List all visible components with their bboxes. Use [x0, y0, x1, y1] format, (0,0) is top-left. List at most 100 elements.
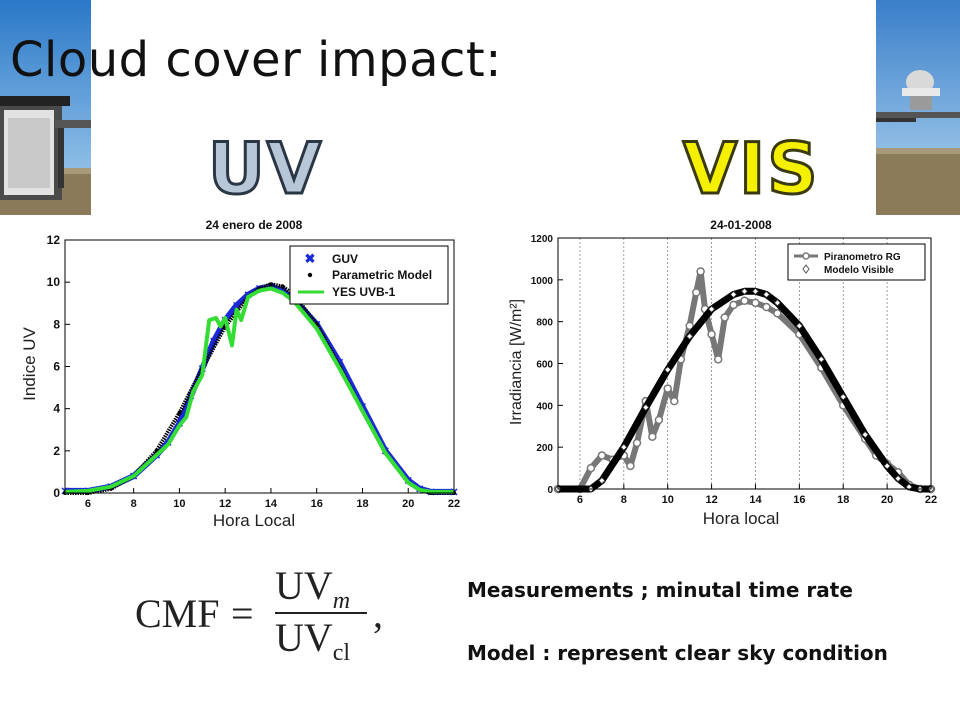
legend: ✖ GUV Parametric Model YES UVB-1 [289, 245, 449, 305]
data-point [177, 410, 182, 415]
x-tick-label: 12 [219, 498, 231, 510]
data-point [905, 483, 913, 491]
data-point [586, 463, 596, 473]
x-tick-label: 6 [85, 498, 91, 510]
x-tick-label: 22 [925, 494, 937, 506]
data-point [720, 313, 730, 322]
x-tick-label: 10 [662, 494, 674, 506]
x-tick-label: 10 [173, 498, 185, 510]
y-tick-label: 8 [53, 317, 60, 331]
legend-label-guv: GUV [332, 252, 358, 266]
y-tick-label: 800 [536, 318, 553, 329]
y-axis-label: Irradiancia [W/m²] [508, 299, 525, 425]
y-tick-label: 12 [47, 233, 61, 247]
plot-area [557, 237, 932, 490]
vis-label: VIS [682, 127, 820, 212]
legend-mark-model [307, 272, 313, 278]
x-tick-label: 8 [131, 498, 137, 510]
data-point [773, 299, 781, 307]
data-point [751, 287, 760, 295]
data-point [883, 462, 891, 470]
data-point [691, 288, 701, 297]
y-tick-label: 600 [536, 360, 553, 371]
data-point [713, 355, 723, 364]
series-line [65, 283, 454, 495]
data-point [632, 438, 642, 448]
series-guv [61, 282, 458, 496]
legend-mark-guv: ✖ [305, 251, 316, 266]
data-point [686, 332, 694, 340]
data-point [795, 322, 803, 330]
data-point [751, 298, 760, 308]
series-piranometro-rg [553, 267, 936, 494]
cmf-formula: CMF = UVm UVcl , [135, 562, 395, 666]
x-tick-label: 22 [448, 498, 460, 510]
y-tick-label: 4 [53, 402, 60, 416]
data-point [773, 309, 782, 318]
y-tick-label: 6 [53, 360, 60, 374]
data-point [648, 432, 657, 441]
data-point [620, 443, 628, 451]
data-point [839, 393, 847, 401]
legend: Piranometro RG Modelo Visible [787, 243, 926, 281]
x-tick-label: 16 [311, 498, 323, 510]
x-tick-label: 8 [621, 494, 627, 506]
data-point [696, 267, 705, 276]
legend-label-model: Parametric Model [332, 268, 432, 282]
y-tick-label: 2 [53, 444, 60, 458]
data-point [233, 301, 241, 309]
x-axis-label: Hora Local [213, 511, 295, 530]
x-tick-label: 16 [793, 494, 805, 506]
data-point [762, 302, 771, 312]
chart-title: 24 enero de 2008 [206, 218, 303, 232]
data-point [707, 329, 716, 339]
uv-label: UV [206, 127, 324, 212]
data-point [685, 321, 694, 331]
y-axis-label: Indice UV [20, 326, 39, 400]
series-line [64, 286, 454, 494]
x-tick-label: 14 [749, 494, 762, 506]
x-tick-label: 14 [265, 498, 278, 510]
y-tick-label: 0 [547, 485, 553, 496]
data-point [861, 431, 869, 439]
data-point [894, 474, 902, 483]
uv-chart: 24 enero de 2008 Hora Local Indice UV 6 8… [20, 218, 460, 530]
data-point [664, 366, 672, 374]
formula-comma: , [373, 591, 383, 636]
y-tick-label: 10 [47, 275, 61, 289]
formula-denominator: UVcl [275, 615, 351, 666]
note-model: Model : represent clear sky condition [467, 641, 888, 665]
data-point [210, 337, 218, 345]
x-axis-label: Hora local [703, 509, 780, 528]
data-point [708, 305, 716, 313]
slide-title: Cloud cover impact: [10, 32, 502, 88]
legend-mark-piranometro [802, 252, 810, 260]
y-tick-label: 200 [536, 443, 553, 454]
uv-instrument-photo [0, 0, 91, 215]
data-point [663, 384, 672, 393]
series-yes-uvb-1 [64, 286, 454, 494]
x-tick-label: 20 [881, 494, 893, 506]
legend-mark-modelo [802, 264, 810, 274]
y-tick-label: 0 [53, 486, 60, 500]
data-point [670, 396, 679, 406]
chart-title: 24-01-2008 [710, 218, 772, 232]
legend-label-modelo: Modelo Visible [824, 265, 894, 276]
data-point [817, 355, 825, 363]
data-point [740, 287, 749, 295]
series-line [558, 287, 931, 493]
plot-area [64, 239, 455, 494]
formula-numerator: UVm [275, 563, 351, 614]
x-tick-label: 6 [577, 494, 583, 506]
data-point [598, 477, 606, 485]
x-tick-label: 20 [402, 498, 414, 510]
legend-label-piranometro: Piranometro RG [824, 252, 901, 263]
note-measurements: Measurements ; minutal time rate [467, 578, 853, 602]
y-tick-label: 1200 [531, 234, 554, 245]
data-point [626, 461, 635, 471]
x-tick-label: 18 [356, 498, 368, 510]
y-tick-label: 400 [536, 401, 553, 412]
x-tick-label: 18 [837, 494, 849, 506]
data-point [268, 282, 273, 287]
data-point [740, 296, 749, 305]
